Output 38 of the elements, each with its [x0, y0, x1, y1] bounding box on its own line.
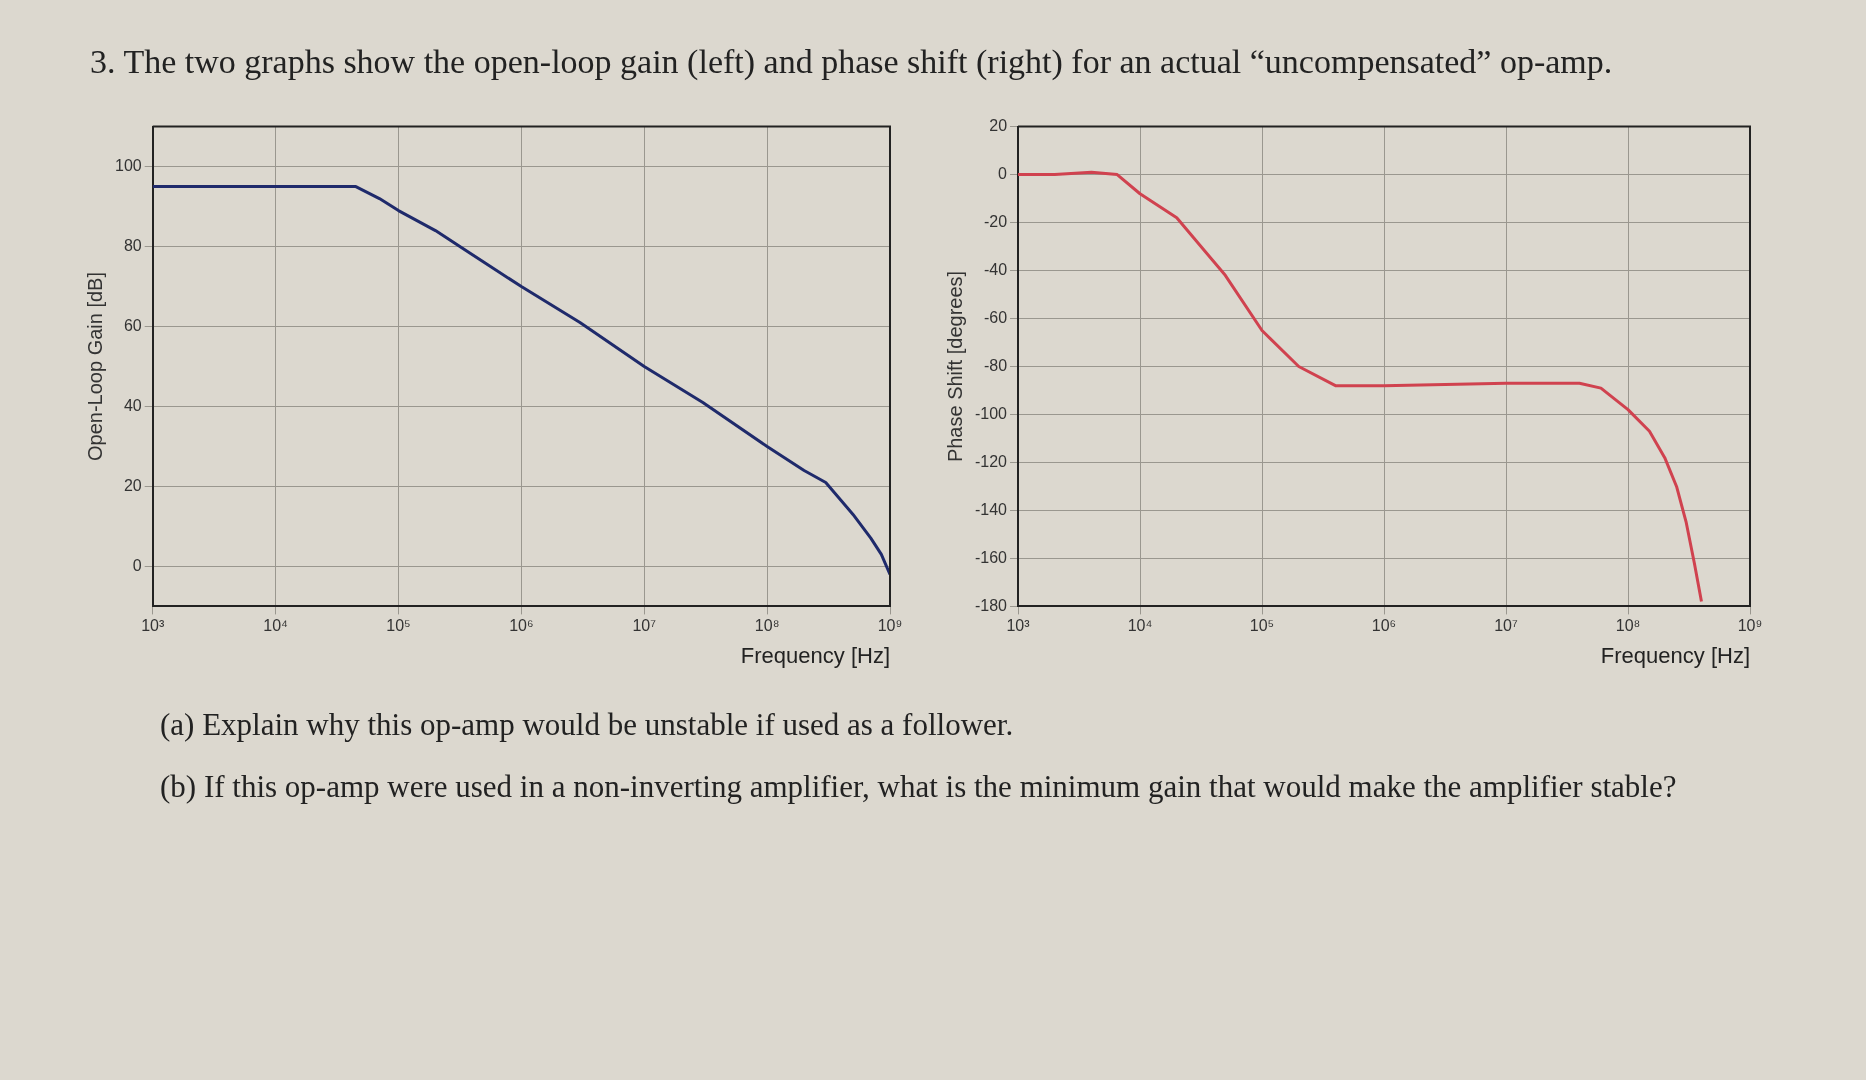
y-tick-label: 0	[132, 557, 142, 575]
x-tick-label: 10⁷	[632, 617, 657, 635]
x-tick-label: 10⁴	[1127, 617, 1153, 635]
y-tick-label: 20	[989, 117, 1008, 135]
y-tick-label: -140	[974, 501, 1008, 519]
y-tick-label: -60	[983, 309, 1008, 327]
x-tick-label: 10³	[1006, 617, 1031, 635]
x-axis-title: Frequency [Hz]	[1600, 643, 1750, 669]
x-tick-label: 10⁹	[877, 617, 903, 635]
y-axis-title: Open-Loop Gain [dB]	[83, 272, 106, 462]
text: (b) If this op-amp were used in a non-inverting amplifier, what is the minimum gain that would make the amplifier stable?	[160, 768, 1678, 807]
y-tick-label: -20	[983, 213, 1008, 231]
y-tick-label: 100	[114, 157, 142, 175]
x-tick-label: 10⁵	[1249, 617, 1275, 635]
y-tick-label: -120	[974, 453, 1008, 471]
y-tick-label: 40	[123, 397, 142, 415]
y-axis-title: Phase Shift [degrees]	[943, 271, 966, 463]
x-tick-label: 10⁶	[1371, 617, 1397, 635]
x-tick-label: 10⁸	[1615, 617, 1641, 635]
x-tick-label: 10⁸	[754, 617, 780, 635]
y-tick-label: 0	[998, 165, 1008, 183]
y-tick-label: -100	[974, 405, 1008, 423]
x-tick-label: 10³	[141, 617, 165, 635]
y-tick-label: 80	[123, 237, 142, 255]
y-tick-label: 60	[123, 317, 142, 335]
x-tick-label: 10⁷	[1494, 617, 1519, 635]
x-tick-label: 10⁵	[386, 617, 411, 635]
chart-title: 3. The two graphs show the open-loop gain (left) and phase shift (right) for an actual “uncompensated” op-amp.	[90, 42, 1614, 82]
x-axis-title: Frequency [Hz]	[740, 643, 890, 669]
text: (a) Explain why this op-amp would be unstable if used as a follower.	[160, 706, 1015, 745]
y-tick-label: -180	[974, 596, 1008, 614]
x-tick-label: 10⁴	[263, 617, 289, 635]
x-tick-label: 10⁹	[1737, 617, 1763, 635]
y-tick-label: -40	[983, 261, 1008, 279]
x-tick-label: 10⁶	[509, 617, 534, 635]
y-tick-label: -80	[983, 357, 1008, 375]
y-tick-label: -160	[974, 549, 1008, 567]
y-tick-label: 20	[123, 477, 142, 495]
